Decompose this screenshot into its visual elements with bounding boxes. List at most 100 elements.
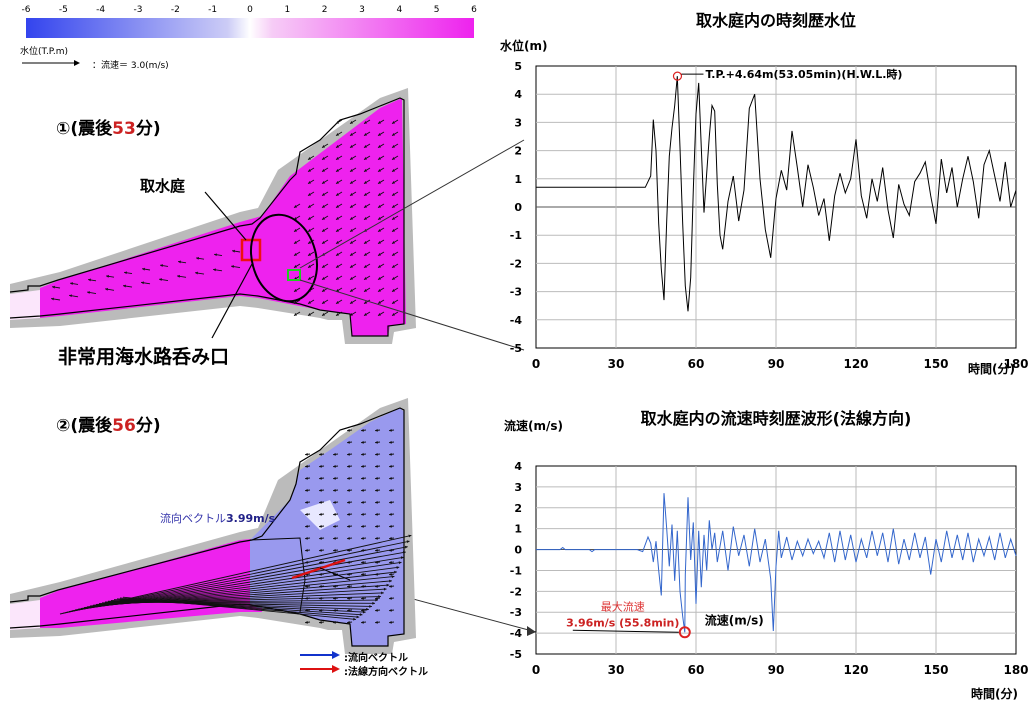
map2-tsunami-field (9, 398, 416, 654)
flow-vector-head (364, 181, 367, 184)
scale-tick-label: -4 (96, 5, 105, 15)
flow-vector-head (392, 301, 395, 304)
flow-vector-head (336, 205, 339, 208)
legend-flow-arrow-icon (300, 651, 340, 659)
flow-vector-head (350, 193, 353, 196)
flow-vector-head (392, 145, 395, 148)
flow-vector (122, 596, 356, 620)
series-inline-label: 流速(m/s) (705, 612, 764, 627)
x-tick-label: 90 (768, 357, 785, 371)
flow-vector-head (392, 181, 395, 184)
flow-vector-head (305, 620, 308, 624)
map2-shallow-area (10, 600, 40, 630)
flow-vector-head (336, 133, 339, 136)
flow-vector-head (305, 488, 308, 492)
flow-vector-head (364, 145, 367, 148)
flow-vector-head (378, 193, 381, 196)
y-axis-label: 水位(m) (500, 38, 547, 53)
flow-vector-head (400, 556, 404, 560)
x-tick-label: 0 (532, 663, 540, 677)
flow-vector-head (308, 301, 311, 304)
flow-vector-head (364, 301, 367, 304)
flow-vector-head (378, 181, 381, 184)
flow-vector-head (364, 193, 367, 196)
flow-vector-head (333, 620, 336, 624)
scale-tick-label: 4 (396, 5, 402, 15)
flow-vector-head (333, 488, 336, 492)
flow-vector-head (294, 313, 297, 316)
color-scale-bar: -6 -5 -4 -3 -2 -1 0 1 2 3 4 5 6 (22, 5, 477, 38)
flow-vector-head (389, 579, 392, 583)
flow-vector-head (87, 291, 90, 294)
flow-vector-head (361, 512, 364, 516)
flow-vector-head (308, 193, 311, 196)
flow-vector-head (294, 229, 297, 232)
scale-label: 水位(T.P.m) (20, 47, 68, 57)
flow-vector-head (51, 297, 54, 301)
map2-vector-field (59, 428, 412, 624)
flow-vector-head (398, 561, 402, 565)
flow-vector-head (389, 620, 392, 624)
flow-vector-head (375, 608, 378, 612)
scale-tick-label: -6 (22, 5, 31, 15)
flow-vector-head (305, 536, 308, 540)
y-tick-label: -4 (510, 314, 523, 327)
flow-vector-head (308, 265, 311, 268)
flow-vector-head (364, 169, 367, 172)
x-tick-label: 90 (768, 663, 785, 677)
flow-vector-head (361, 524, 364, 528)
flow-vector-head (347, 440, 350, 444)
map1-caption: ①(震後53分) (56, 119, 161, 139)
flow-vector-head (350, 205, 353, 208)
scale-tick-label: -5 (59, 5, 68, 15)
scale-tick-label: 0 (247, 5, 253, 15)
flow-vector-head (322, 301, 325, 304)
y-tick-label: -5 (510, 648, 522, 661)
flow-vector-head (322, 157, 325, 160)
flow-vector-head (375, 440, 378, 444)
map1-shallow-area (10, 290, 40, 320)
flow-vector-head (350, 121, 353, 124)
flow-vector-head (389, 488, 392, 492)
map1-water (40, 98, 406, 336)
flow-vector-head (389, 608, 392, 612)
y-tick-label: 1 (514, 173, 522, 186)
flow-vector-head (389, 584, 392, 588)
flow-vector-head (305, 524, 308, 528)
flow-vector-head (336, 169, 339, 172)
flow-vector-head (378, 229, 381, 232)
y-tick-label: -3 (510, 606, 522, 619)
flow-vector-head (160, 264, 163, 267)
color-scale-legend: -6 -5 -4 -3 -2 -1 0 1 2 3 4 5 6 水位(T.P.m) ：流速＝ 3.0(m… (0, 0, 500, 80)
flow-vector-head (406, 540, 410, 544)
flow-vector-head (347, 524, 350, 528)
flow-vector-head (319, 488, 322, 492)
flow-vector-head (372, 601, 375, 605)
flow-vector-head (392, 217, 395, 220)
flow-vector-head (347, 512, 350, 516)
y-tick-label: -2 (510, 257, 522, 270)
flow-vector-head (347, 536, 350, 540)
flow-vector-head (366, 607, 369, 611)
flow-vector-head (378, 121, 381, 124)
flow-vector-head (378, 157, 381, 160)
flow-vector-head (347, 428, 350, 432)
flow-vector-head (386, 583, 390, 587)
flow-vector-head (336, 313, 339, 316)
flow-vector-head (305, 500, 308, 504)
y-tick-label: 2 (514, 145, 522, 158)
flow-vector-head (336, 181, 339, 184)
flow-vector-head (350, 301, 353, 304)
flow-vector-head (333, 512, 336, 516)
flow-vector-head (347, 488, 350, 492)
flow-vector-head (308, 169, 311, 172)
flow-vector-head (305, 464, 308, 468)
x-tick-label: 150 (923, 663, 948, 677)
flow-vector-head (333, 464, 336, 468)
flow-vector-head (322, 241, 325, 244)
map1-tsunami-field (9, 88, 416, 344)
flow-vector-head (350, 265, 353, 268)
flow-vector-head (361, 596, 364, 600)
flow-vector-head (375, 428, 378, 432)
flow-vector-head (389, 572, 392, 576)
